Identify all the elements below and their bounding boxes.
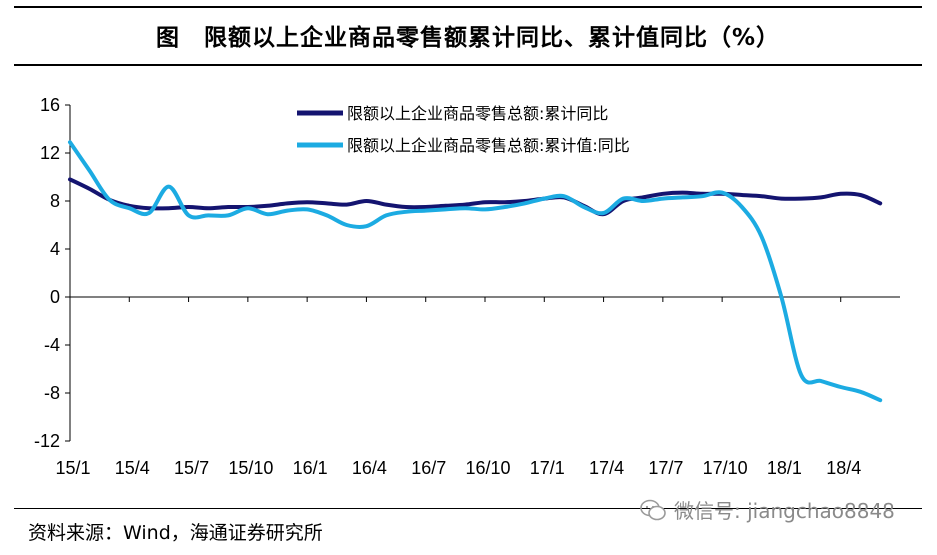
source-rule [14,508,922,509]
x-tick-label: 18/4 [826,458,861,478]
x-tick-label: 16/7 [411,458,446,478]
watermark-text: 微信号: jiangchao8848 [674,499,895,523]
y-tick-label: 16 [40,95,60,115]
wechat-icon [640,499,666,520]
y-tick-label: 0 [50,287,60,307]
y-tick-label: 4 [50,239,60,259]
x-tick-label: 15/7 [174,458,209,478]
x-tick-label: 15/1 [55,458,90,478]
x-tick-label: 16/1 [293,458,328,478]
x-tick-label: 16/4 [352,458,387,478]
x-tick-label: 17/7 [648,458,683,478]
series-line-1 [68,177,883,217]
title-rule-bottom [14,64,922,66]
y-tick-label: 12 [40,143,60,163]
y-tick-label: -12 [34,431,60,451]
y-tick-label: -4 [44,335,60,355]
y-tick-label: 8 [50,191,60,211]
x-tick-label: 16/10 [465,458,510,478]
x-tick-label: 15/4 [115,458,150,478]
x-tick-label: 17/4 [589,458,624,478]
y-tick-label: -8 [44,383,60,403]
source-note: 资料来源：Wind，海通证券研究所 [28,522,323,544]
x-tick-label: 17/10 [703,458,748,478]
legend-label-2: 限额以上企业商品零售总额:累计值:同比 [347,136,630,155]
watermark: 微信号: jiangchao8848 [640,495,895,524]
x-tick-label: 18/1 [767,458,802,478]
x-tick-label: 15/10 [228,458,273,478]
series-line-2 [68,140,883,403]
legend-label-1: 限额以上企业商品零售总额:累计同比 [347,104,608,123]
x-tick-label: 17/1 [530,458,565,478]
title-rule-top [14,6,922,8]
title-bar: 图 限额以上企业商品零售额累计同比、累计值同比（%） [14,0,922,68]
chart-title: 图 限额以上企业商品零售额累计同比、累计值同比（%） [155,25,781,51]
